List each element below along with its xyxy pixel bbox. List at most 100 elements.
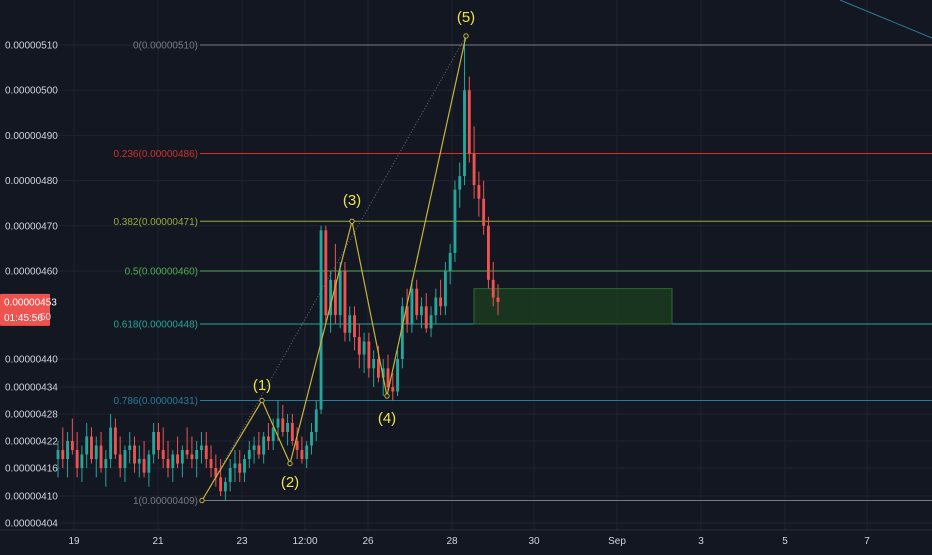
candle-body (137, 459, 141, 464)
wave-point (349, 218, 355, 224)
y-axis-tick-label: 0.00000434 (5, 383, 58, 394)
candle-body (357, 337, 361, 355)
candle-body (228, 468, 232, 482)
candle-body (161, 450, 165, 459)
candle-body (113, 427, 117, 455)
elliott-wave-line (201, 35, 467, 501)
candle-body (496, 297, 500, 302)
candle-body (123, 450, 127, 468)
fib-level-label: 1(0.00000409) (133, 496, 198, 507)
fib-level-label: 0.382(0.00000471) (113, 217, 198, 228)
wave-point (463, 33, 469, 39)
candle-body (367, 341, 371, 369)
candle-body (386, 368, 390, 387)
candle-body (185, 450, 189, 455)
candle-body (61, 450, 65, 459)
candle-body (295, 441, 299, 450)
candle-body (99, 445, 103, 468)
y-axis-tick-label: 0.00000470 (5, 221, 58, 232)
candle-body (400, 306, 404, 359)
x-axis-panel (0, 530, 932, 550)
x-axis-tick-label: 28 (446, 536, 458, 547)
candle-body (142, 459, 146, 473)
trend-line (839, 0, 932, 39)
x-axis-tick-label: 7 (864, 536, 870, 547)
candle-body (109, 427, 113, 459)
y-axis-tick-label: 0.00000416 (5, 464, 58, 475)
candle-body (70, 441, 74, 450)
candle-body (128, 445, 132, 450)
candle-body (200, 445, 203, 450)
candle-body (286, 423, 289, 432)
current-price-tag (0, 293, 50, 326)
candle-body (238, 463, 242, 473)
candle-body (133, 445, 136, 464)
candle-body (80, 454, 84, 468)
candle-body (429, 315, 433, 329)
candle-body (487, 225, 490, 280)
candle-body (252, 445, 256, 450)
candle-body (262, 436, 266, 455)
partial-tick-label: 50 (40, 312, 52, 323)
x-axis-tick-label: Sep (608, 536, 626, 547)
fib-trend-line (201, 35, 467, 501)
candle-body (75, 450, 79, 468)
candle-body (448, 252, 452, 271)
candle-body (56, 450, 60, 459)
candle-body (405, 306, 409, 324)
candle-body (477, 185, 481, 199)
candle-body (410, 288, 414, 324)
candle-body (362, 341, 366, 355)
candle-body (420, 306, 423, 316)
candle-body (443, 271, 447, 307)
y-axis-tick-label: 0.00000480 (5, 176, 58, 187)
candle-body (458, 176, 462, 190)
y-axis-tick-label: 0.00000510 (5, 41, 58, 52)
candle-body (90, 436, 93, 459)
candle-body (415, 288, 419, 316)
y-axis-tick-label: 0.00000428 (5, 410, 58, 421)
candle-body (305, 445, 309, 459)
candle-body (463, 90, 466, 177)
candle-body (180, 450, 184, 464)
candle-body (300, 450, 304, 459)
candle-body (190, 454, 194, 459)
candle-body (267, 436, 270, 441)
candle-body (281, 418, 285, 432)
candle-body (176, 454, 179, 464)
x-axis-tick-label: 23 (236, 536, 248, 547)
candle-body (372, 359, 376, 369)
x-axis-tick-label: 30 (528, 536, 540, 547)
candle-body (353, 315, 356, 338)
fib-level-label: 0.618(0.00000448) (113, 320, 198, 331)
candle-body (223, 482, 227, 492)
candle-body (209, 459, 213, 468)
candle-body (434, 297, 438, 316)
candle-body (348, 315, 352, 333)
candle-body (482, 198, 486, 226)
candle-body (66, 441, 69, 459)
candle-body (118, 454, 122, 468)
candle-body (467, 90, 471, 154)
wave-point (384, 393, 390, 399)
wave-label: (3) (343, 192, 361, 209)
candle-body (147, 454, 151, 473)
countdown-label: 01:45:56 (4, 313, 43, 324)
x-axis-tick-label: 21 (152, 536, 164, 547)
candle-body (319, 230, 323, 410)
x-axis-tick-label: 3 (698, 536, 704, 547)
candle-body (310, 432, 313, 446)
fib-level-label: 0.5(0.00000460) (125, 267, 198, 278)
y-axis-tick-label: 0.00000440 (5, 355, 58, 366)
candle-body (424, 306, 428, 329)
fib-level-label: 0(0.00000510) (133, 41, 198, 52)
candle-body (152, 432, 156, 455)
y-axis-tick-label: 0.00000410 (5, 492, 58, 503)
candle-body (166, 459, 170, 468)
y-axis-panel (0, 0, 55, 530)
candle-body (171, 454, 175, 468)
y-axis-tick-label: 0.00000500 (5, 86, 58, 97)
candle-body (324, 230, 328, 316)
